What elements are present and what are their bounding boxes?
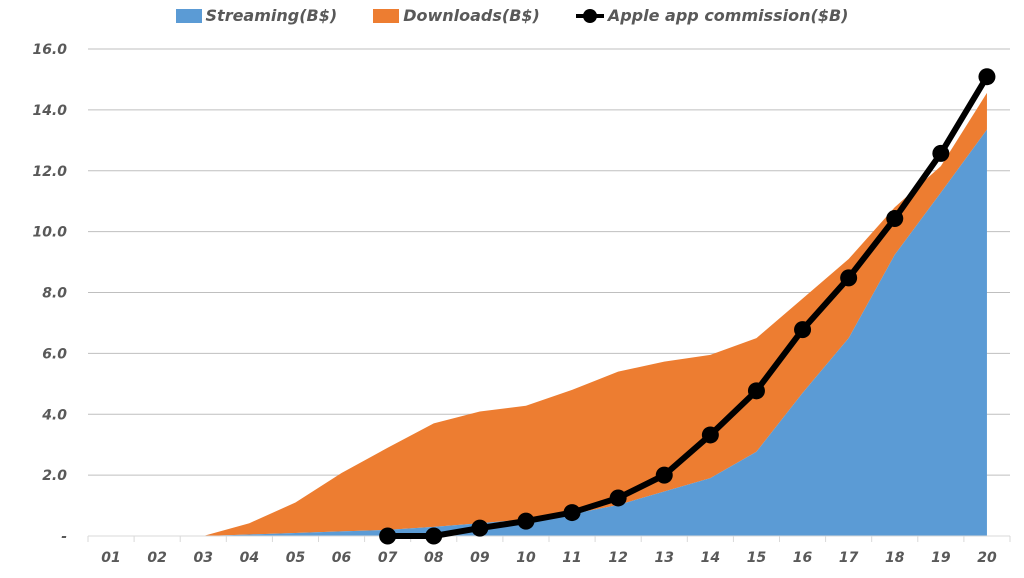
y-tick-label: 16.0 [32,42,67,58]
x-tick-label: 02 [147,550,166,566]
x-tick-label: 10 [516,550,536,566]
commission-line [379,68,996,545]
legend-label-streaming: Streaming(B$) [205,6,338,25]
legend-item-streaming[interactable]: Streaming(B$) [175,6,338,25]
y-tick-label: 14.0 [32,103,67,119]
y-tick-label: 10.0 [32,225,67,241]
x-tick-label: 19 [931,550,951,566]
x-tick-label: 20 [977,550,997,566]
x-axis-ticks: 01 02 03 04 05 06 07 08 09 10 11 12 13 14 15 16 17 18 19 20 [101,550,997,566]
streaming-area [111,129,987,537]
x-tick-label: 09 [470,550,490,566]
legend-label-commission: Apple app commission($B) [607,6,849,25]
legend-item-commission[interactable]: Apple app commission($B) [575,6,849,25]
commission-point [609,489,627,507]
x-axis [87,535,1011,542]
x-tick-label: 16 [793,550,813,566]
commission-point [655,466,673,484]
commission-point [379,527,397,545]
y-tick-label: 4.0 [41,407,67,423]
downloads-area [111,92,987,536]
y-tick-label: - [61,529,67,545]
areas [111,92,987,537]
x-tick-label: 11 [562,550,581,566]
x-tick-label: 08 [424,550,444,566]
commission-point [747,382,765,400]
legend-item-downloads[interactable]: Downloads(B$) [373,6,540,25]
legend-marker-commission [575,8,604,23]
commission-point [886,210,904,228]
x-tick-label: 04 [240,550,259,566]
commission-point [425,527,443,545]
x-tick-label: 06 [332,550,352,566]
commission-point [701,426,719,444]
y-tick-label: 8.0 [42,286,67,302]
commission-point [840,269,858,287]
x-tick-label: 17 [839,550,859,566]
y-tick-label: 2.0 [42,468,67,484]
x-tick-label: 03 [194,550,213,566]
legend-swatch-downloads [373,8,400,23]
commission-point [471,519,489,537]
commission-point [563,504,581,522]
x-tick-label: 13 [655,550,674,566]
legend-swatch-streaming [175,8,202,23]
commission-point [932,144,950,162]
x-tick-label: 07 [378,550,398,566]
x-tick-label: 01 [101,550,120,566]
commission-point [517,512,535,530]
y-tick-label: 12.0 [32,164,67,180]
commission-point [978,68,996,86]
x-tick-label: 18 [885,550,905,566]
x-tick-label: 14 [701,550,720,566]
y-tick-label: 6.0 [42,346,67,362]
commission-point [794,321,812,339]
x-tick-label: 15 [747,550,767,566]
x-tick-label: 12 [608,550,627,566]
x-tick-label: 05 [286,550,306,566]
y-axis-ticks: - 2.0 4.0 6.0 8.0 10.0 12.0 14.0 16.0 [32,42,67,545]
legend-label-downloads: Downloads(B$) [403,6,540,25]
legend: Streaming(B$) Downloads(B$) Apple app co… [0,6,1024,25]
